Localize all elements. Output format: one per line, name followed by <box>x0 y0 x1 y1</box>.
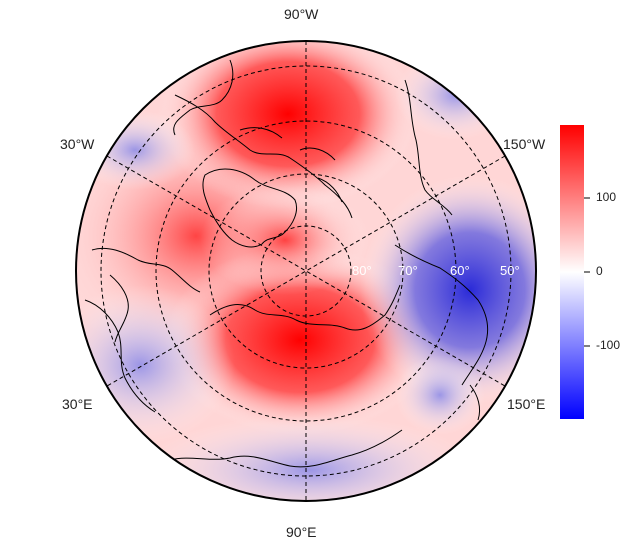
longitude-label-bottom: 90°E <box>286 524 317 540</box>
coastline-north-america-east <box>173 59 234 136</box>
field-high-north <box>158 41 418 209</box>
latitude-circle-60 <box>155 120 457 422</box>
longitude-label-upper-right: 150°W <box>503 136 546 152</box>
colorbar-gradient <box>560 125 584 419</box>
longitude-label-upper-left: 30°W <box>60 136 95 152</box>
colorbar-label-100: 100 <box>596 190 617 204</box>
latitude-label-60: 60° <box>450 263 470 278</box>
latitude-circle-50 <box>100 65 512 477</box>
coastline-greenland <box>202 168 298 248</box>
field-low-southeast <box>395 355 485 435</box>
coastline-siberia <box>209 284 401 331</box>
coastlines <box>84 59 489 468</box>
longitude-label-top: 90°W <box>284 6 319 22</box>
graticule <box>100 41 512 501</box>
longitude-label-lower-right: 150°E <box>507 396 546 412</box>
latitude-labels: 80° 70° 60° 50° <box>352 263 520 278</box>
coastline-siberia-east <box>394 244 489 386</box>
coastline-alaska <box>404 79 453 216</box>
colorbar-label-minus-100: -100 <box>596 338 621 352</box>
coastline-japan <box>469 384 481 421</box>
colorbar-label-0: 0 <box>596 264 603 278</box>
coastline-europe <box>84 299 156 413</box>
map-boundary <box>75 40 537 502</box>
coastline-canada-arctic <box>174 94 353 219</box>
field-low-southwest <box>76 285 235 445</box>
latitude-label-50: 50° <box>500 263 520 278</box>
coastline-asia-south <box>169 429 403 468</box>
longitude-label-lower-left: 30°E <box>62 396 93 412</box>
latitude-label-70: 70° <box>398 263 418 278</box>
field-high-center <box>200 185 370 295</box>
colorbar <box>560 125 590 419</box>
latitude-label-80: 80° <box>352 263 372 278</box>
